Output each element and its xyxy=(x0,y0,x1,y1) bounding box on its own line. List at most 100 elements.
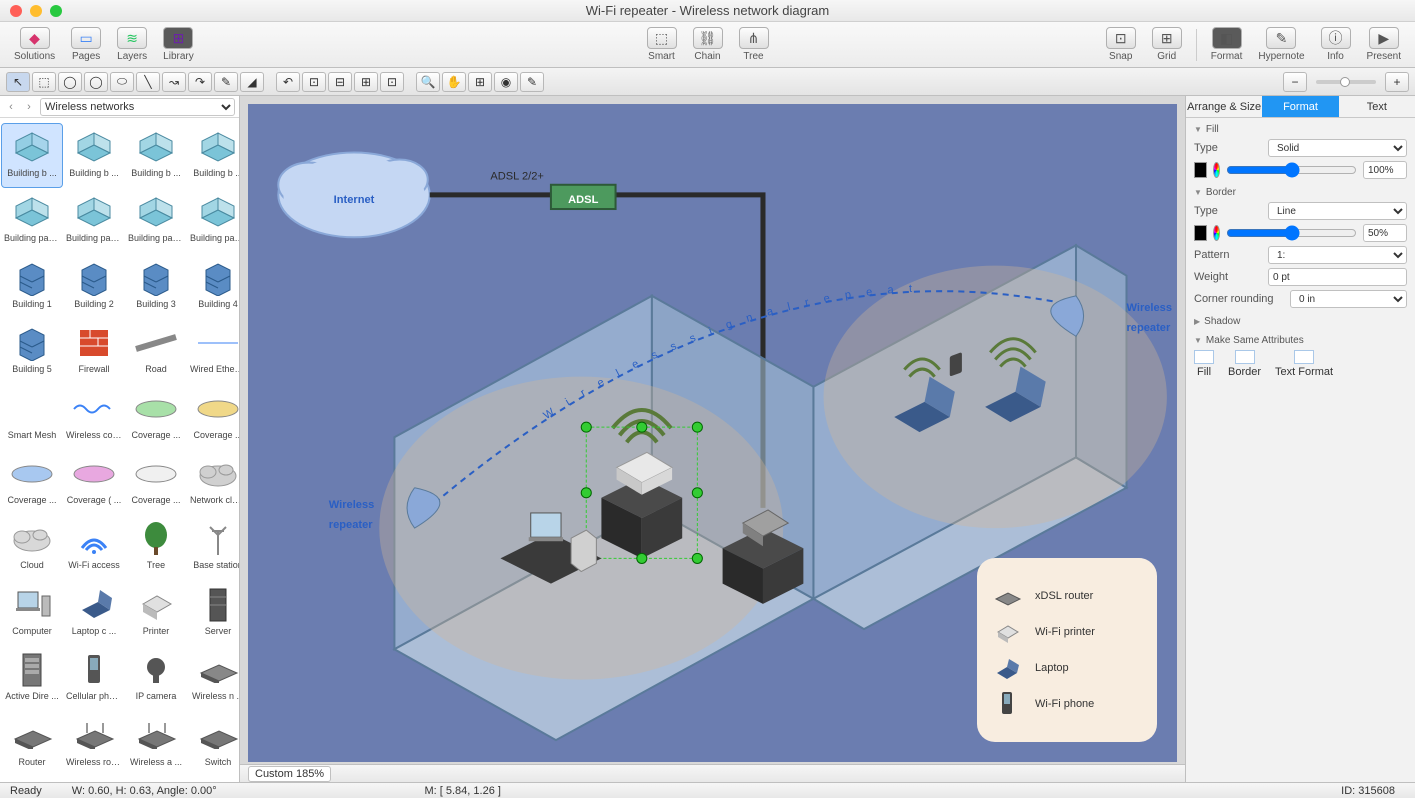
tool-button[interactable]: ◉ xyxy=(494,72,518,92)
tool-button[interactable]: ↝ xyxy=(162,72,186,92)
border-section-header[interactable]: Border xyxy=(1194,187,1407,198)
shape-wireless-co-[interactable]: Wireless co ... xyxy=(64,386,124,449)
format-button[interactable]: ◧Format xyxy=(1205,25,1249,64)
tool-button[interactable]: ⬭ xyxy=(110,72,134,92)
tool-button[interactable]: ⊞ xyxy=(354,72,378,92)
shape-printer[interactable]: Printer xyxy=(126,582,186,645)
shape-computer[interactable]: Computer xyxy=(2,582,62,645)
shape-wireless-n-[interactable]: Wireless n ... xyxy=(188,647,239,710)
fill-opacity-slider[interactable] xyxy=(1226,161,1357,179)
grid-button[interactable]: ⊞Grid xyxy=(1146,25,1188,64)
shape-firewall[interactable]: Firewall xyxy=(64,320,124,383)
shape-coverage-[interactable]: Coverage ... xyxy=(126,451,186,514)
shape-building-part-1[interactable]: Building part 1 xyxy=(2,189,62,252)
border-opacity-slider[interactable] xyxy=(1226,224,1357,242)
border-opacity-input[interactable] xyxy=(1363,224,1407,242)
shape-building-part-4[interactable]: Building part 4 xyxy=(188,189,239,252)
hypernote-button[interactable]: ✎Hypernote xyxy=(1252,25,1310,64)
shape-cloud[interactable]: Cloud xyxy=(2,516,62,579)
border-weight-input[interactable] xyxy=(1268,268,1407,286)
zoom-out-button[interactable]: − xyxy=(1283,72,1307,92)
shape-wireless-a-[interactable]: Wireless a ... xyxy=(126,713,186,776)
maximize-button[interactable] xyxy=(50,5,62,17)
tool-button[interactable]: ↶ xyxy=(276,72,300,92)
shape-coverage-[interactable]: Coverage ( ... xyxy=(64,451,124,514)
tool-button[interactable]: ↖ xyxy=(6,72,30,92)
tab-format[interactable]: Format xyxy=(1262,96,1338,117)
shape-wireless-router[interactable]: Wireless router xyxy=(64,713,124,776)
shape-cellular-phone[interactable]: Cellular phone xyxy=(64,647,124,710)
msa-border[interactable]: Border xyxy=(1228,350,1261,378)
shape-building-b-[interactable]: Building b ... xyxy=(126,124,186,187)
solutions-button[interactable]: ◆Solutions xyxy=(8,25,61,64)
shape-laptop-c-[interactable]: Laptop c ... xyxy=(64,582,124,645)
shape-building-2[interactable]: Building 2 xyxy=(64,255,124,318)
tool-button[interactable]: ◯ xyxy=(58,72,82,92)
shape-building-5[interactable]: Building 5 xyxy=(2,320,62,383)
library-select[interactable]: Wireless networks xyxy=(40,98,235,116)
shape-building-4[interactable]: Building 4 xyxy=(188,255,239,318)
border-pattern-select[interactable]: 1: xyxy=(1268,246,1407,264)
snap-button[interactable]: ⊡Snap xyxy=(1100,25,1142,64)
tool-button[interactable]: ↷ xyxy=(188,72,212,92)
shape-road[interactable]: Road xyxy=(126,320,186,383)
tool-button[interactable]: ⊞ xyxy=(468,72,492,92)
close-button[interactable] xyxy=(10,5,22,17)
tool-button[interactable]: ╲ xyxy=(136,72,160,92)
shape-building-1[interactable]: Building 1 xyxy=(2,255,62,318)
tab-text[interactable]: Text xyxy=(1339,96,1415,117)
border-type-select[interactable]: Line xyxy=(1268,202,1407,220)
fill-color-swatch[interactable] xyxy=(1194,162,1207,178)
info-button[interactable]: ⓘInfo xyxy=(1315,25,1357,64)
border-color-swatch[interactable] xyxy=(1194,225,1207,241)
fill-opacity-input[interactable] xyxy=(1363,161,1407,179)
shape-wi-fi-access[interactable]: Wi-Fi access xyxy=(64,516,124,579)
tool-button[interactable]: 🔍 xyxy=(416,72,440,92)
fill-type-select[interactable]: Solid xyxy=(1268,139,1407,157)
library-button[interactable]: ⊞Library xyxy=(157,25,200,64)
shape-active-dire-[interactable]: Active Dire ... xyxy=(2,647,62,710)
canvas[interactable]: Internet ADSL 2/2+ ADSL xyxy=(248,104,1177,762)
shape-coverage-[interactable]: Coverage ... xyxy=(2,451,62,514)
shape-building-b-[interactable]: Building b ... xyxy=(64,124,124,187)
zoom-in-button[interactable]: + xyxy=(1385,72,1409,92)
zoom-level[interactable]: Custom 185% xyxy=(248,766,331,782)
msa-text-format[interactable]: Text Format xyxy=(1275,350,1333,378)
library-back-button[interactable]: ‹ xyxy=(4,100,18,114)
smart-button[interactable]: ⬚Smart xyxy=(641,25,683,64)
shape-coverage-[interactable]: Coverage ... xyxy=(126,386,186,449)
tool-button[interactable]: ✎ xyxy=(520,72,544,92)
shape-building-part-2[interactable]: Building part 2 xyxy=(64,189,124,252)
minimize-button[interactable] xyxy=(30,5,42,17)
shape-building-b-[interactable]: Building b ... xyxy=(188,124,239,187)
tool-button[interactable]: ◯ xyxy=(84,72,108,92)
tab-arrange[interactable]: Arrange & Size xyxy=(1186,96,1262,117)
pages-button[interactable]: ▭Pages xyxy=(65,25,107,64)
tool-button[interactable]: ⊡ xyxy=(302,72,326,92)
shape-base-station[interactable]: Base station xyxy=(188,516,239,579)
shape-building-b-[interactable]: Building b ... xyxy=(2,124,62,187)
layers-button[interactable]: ≋Layers xyxy=(111,25,153,64)
shadow-section-header[interactable]: Shadow xyxy=(1194,316,1407,327)
tool-button[interactable]: ⊡ xyxy=(380,72,404,92)
msa-fill[interactable]: Fill xyxy=(1194,350,1214,378)
present-button[interactable]: ▶Present xyxy=(1361,25,1407,64)
zoom-slider[interactable] xyxy=(1316,80,1376,84)
shape-building-part-3[interactable]: Building part 3 xyxy=(126,189,186,252)
shape-server[interactable]: Server xyxy=(188,582,239,645)
shape-switch[interactable]: Switch xyxy=(188,713,239,776)
library-forward-button[interactable]: › xyxy=(22,100,36,114)
shape-network-cloud[interactable]: Network cloud xyxy=(188,451,239,514)
shape-wired-ethernet[interactable]: Wired Ethernet xyxy=(188,320,239,383)
chain-button[interactable]: ⛓Chain xyxy=(687,25,729,64)
tool-button[interactable]: ◢ xyxy=(240,72,264,92)
tool-button[interactable]: ✋ xyxy=(442,72,466,92)
msa-section-header[interactable]: Make Same Attributes xyxy=(1194,335,1407,346)
fill-section-header[interactable]: Fill xyxy=(1194,124,1407,135)
tree-button[interactable]: ⋔Tree xyxy=(733,25,775,64)
fill-color-wheel[interactable] xyxy=(1213,162,1220,178)
shape-tree[interactable]: Tree xyxy=(126,516,186,579)
border-color-wheel[interactable] xyxy=(1213,225,1220,241)
shape-building-3[interactable]: Building 3 xyxy=(126,255,186,318)
corner-rounding-select[interactable]: 0 in xyxy=(1290,290,1407,308)
